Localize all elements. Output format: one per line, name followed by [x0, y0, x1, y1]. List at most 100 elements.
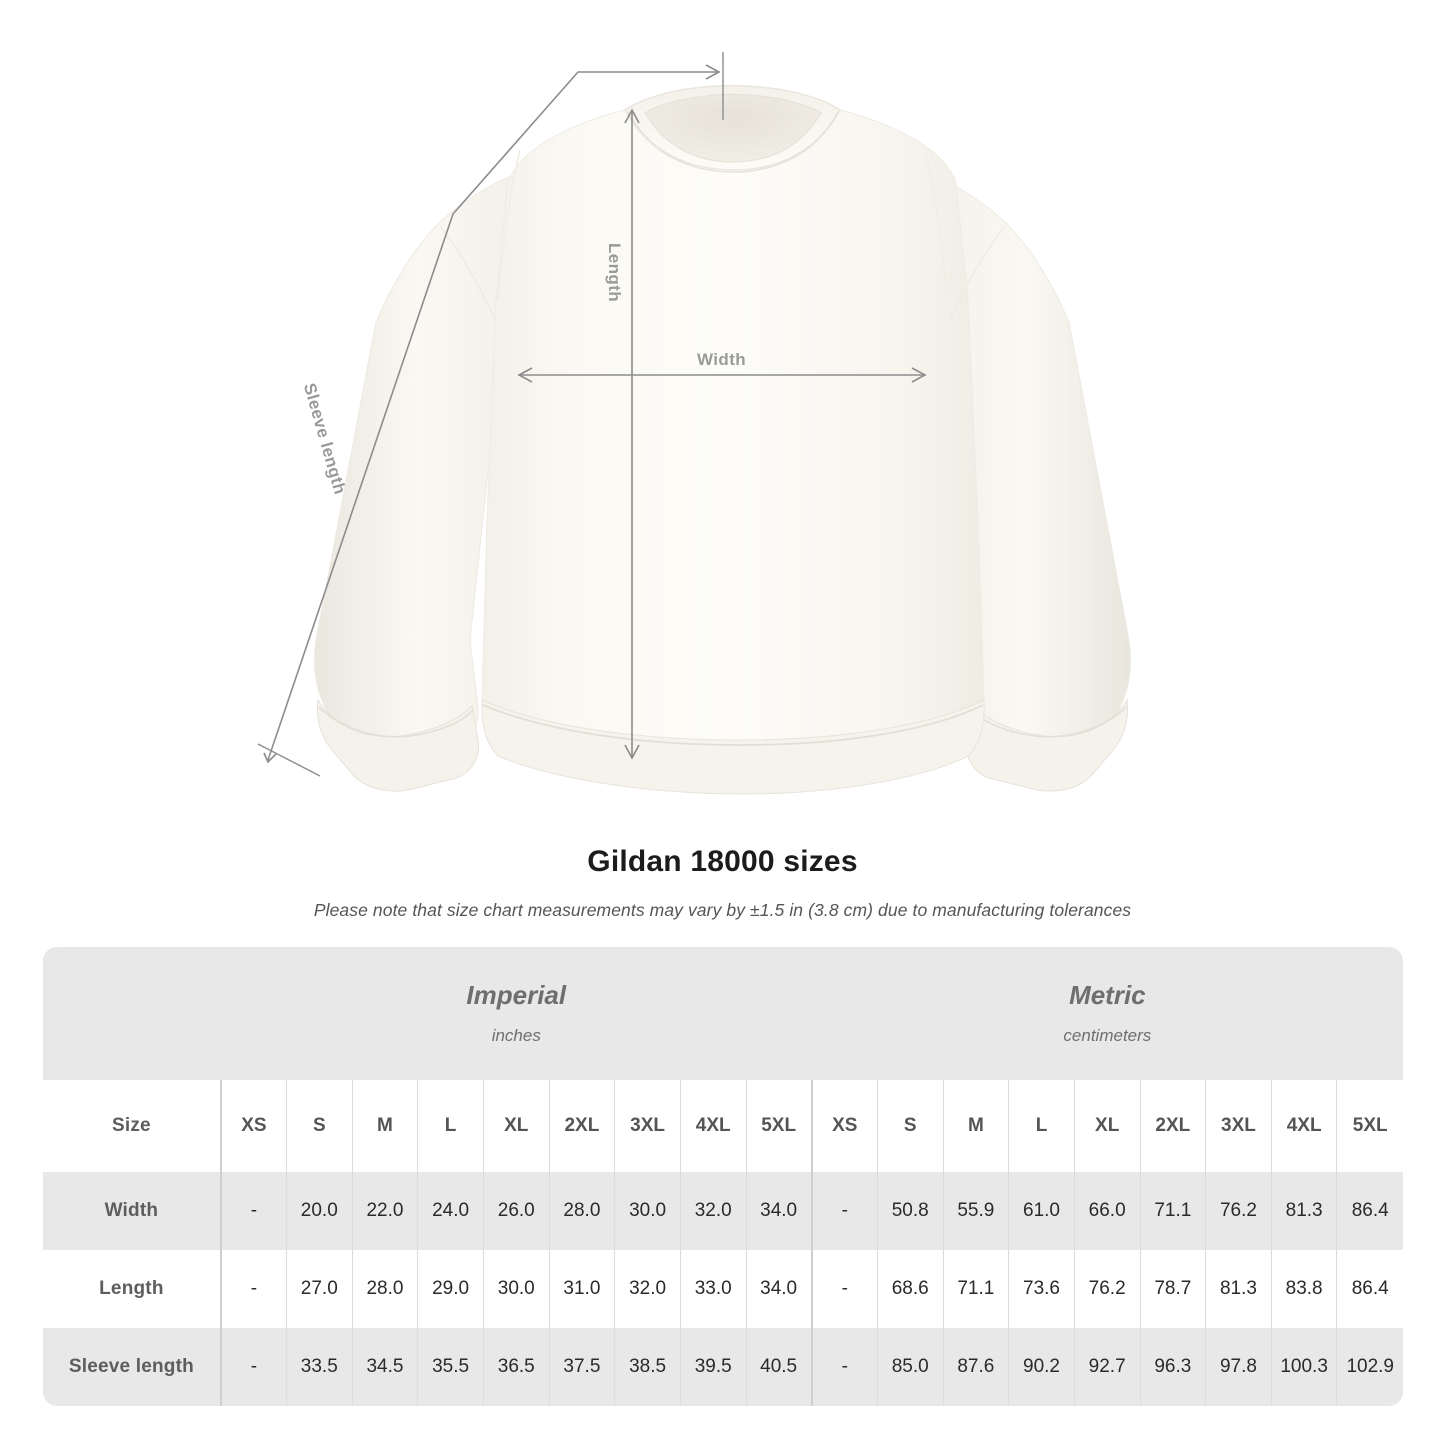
cell-length-metric-5xl: 86.4: [1336, 1250, 1403, 1328]
page-title: Gildan 18000 sizes: [587, 845, 858, 878]
cell-sleeve-metric-5xl: 102.9: [1336, 1328, 1403, 1406]
cell-sleeve-imperial-s: 33.5: [285, 1328, 353, 1406]
cell-sleeve-imperial-l: 35.5: [417, 1328, 484, 1406]
right-shoulder-seam: [924, 149, 948, 301]
size-header-imperial-2xl: 2XL: [548, 1080, 615, 1172]
unit-banner-row: Imperial inches Metric centimeters: [43, 947, 1403, 1080]
right-cuff-seam: [971, 706, 1127, 738]
metric-unit-name: Metric: [1069, 980, 1146, 1011]
row-label-sleeve-length: Sleeve length: [43, 1328, 221, 1406]
hem-seam: [482, 704, 984, 746]
table-row: Length - 27.0 28.0 29.0 30.0 31.0 32.0 3…: [43, 1250, 1403, 1328]
bottom-hem: [481, 699, 985, 795]
cell-length-metric-4xl: 83.8: [1270, 1250, 1337, 1328]
cell-sleeve-imperial-2xl: 37.5: [548, 1328, 615, 1406]
left-cuff-seam: [318, 706, 474, 738]
cell-length-metric-m: 71.1: [942, 1250, 1009, 1328]
sleeve-bottom-tick: [257, 743, 321, 777]
sweatshirt-body: [481, 109, 985, 789]
cell-length-imperial-2xl: 31.0: [548, 1250, 615, 1328]
cell-sleeve-metric-l: 90.2: [1008, 1328, 1075, 1406]
row-label-length: Length: [43, 1250, 221, 1328]
size-header-metric-s: S: [876, 1080, 944, 1172]
size-header-row: Size XS S M L XL 2XL 3XL 4XL 5XL XS S M …: [43, 1080, 1403, 1172]
left-shoulder-seam: [497, 149, 521, 301]
cell-width-imperial-m: 22.0: [351, 1172, 418, 1250]
cell-width-imperial-s: 20.0: [285, 1172, 353, 1250]
cell-width-imperial-xs: -: [219, 1172, 287, 1250]
garment-illustration: Length Width Sleeve length: [257, 52, 1131, 795]
cell-sleeve-imperial-xs: -: [219, 1328, 287, 1406]
cell-length-imperial-m: 28.0: [351, 1250, 418, 1328]
size-header-imperial-3xl: 3XL: [614, 1080, 681, 1172]
width-arrow-right: [911, 367, 927, 383]
measurement-lines: [257, 52, 927, 777]
tolerance-note: Please note that size chart measurements…: [313, 900, 1132, 920]
imperial-unit-name: Imperial: [466, 980, 567, 1011]
size-header-metric-4xl: 4XL: [1270, 1080, 1337, 1172]
cell-sleeve-imperial-4xl: 39.5: [679, 1328, 747, 1406]
table-row: Sleeve length - 33.5 34.5 35.5 36.5 37.5…: [43, 1328, 1403, 1406]
cell-width-metric-5xl: 86.4: [1336, 1172, 1403, 1250]
row-label-width: Width: [43, 1172, 221, 1250]
cell-length-metric-xl: 76.2: [1073, 1250, 1140, 1328]
size-header-metric-m: M: [942, 1080, 1009, 1172]
cell-length-imperial-3xl: 32.0: [614, 1250, 681, 1328]
cell-sleeve-metric-2xl: 96.3: [1139, 1328, 1206, 1406]
cell-width-metric-xs: -: [810, 1172, 878, 1250]
cell-length-metric-s: 68.6: [876, 1250, 944, 1328]
cell-length-metric-l: 73.6: [1008, 1250, 1075, 1328]
length-arrow-bottom: [624, 744, 640, 760]
width-arrow-left: [517, 367, 533, 383]
cell-width-metric-xl: 66.0: [1073, 1172, 1140, 1250]
size-header-imperial-4xl: 4XL: [679, 1080, 747, 1172]
cell-width-imperial-l: 24.0: [417, 1172, 484, 1250]
size-header-metric-3xl: 3XL: [1205, 1080, 1272, 1172]
unit-banner-imperial: Imperial inches: [220, 947, 812, 1080]
cell-length-metric-3xl: 81.3: [1205, 1250, 1272, 1328]
cell-width-metric-l: 61.0: [1008, 1172, 1075, 1250]
size-header-metric-l: L: [1008, 1080, 1075, 1172]
unit-banner-spacer: [43, 947, 221, 1080]
cell-sleeve-metric-xs: -: [810, 1328, 878, 1406]
table-row: Width - 20.0 22.0 24.0 26.0 28.0 30.0 32…: [43, 1172, 1403, 1250]
size-header-metric-2xl: 2XL: [1139, 1080, 1206, 1172]
cell-length-metric-xs: -: [810, 1250, 878, 1328]
size-header-metric-xl: XL: [1073, 1080, 1140, 1172]
unit-banner-metric: Metric centimeters: [811, 947, 1403, 1080]
cell-width-metric-2xl: 71.1: [1139, 1172, 1206, 1250]
cell-width-metric-s: 50.8: [876, 1172, 944, 1250]
size-header-metric-xs: XS: [810, 1080, 878, 1172]
size-header-imperial-xl: XL: [482, 1080, 550, 1172]
cell-length-metric-2xl: 78.7: [1139, 1250, 1206, 1328]
sleeve-leader-arrowhead: [705, 64, 721, 80]
cell-length-imperial-l: 29.0: [417, 1250, 484, 1328]
cell-length-imperial-xs: -: [219, 1250, 287, 1328]
cell-width-imperial-4xl: 32.0: [679, 1172, 747, 1250]
width-measurement-label: Width: [697, 350, 747, 369]
sleeve-bottom-arrowhead: [263, 752, 277, 764]
size-header-imperial-m: M: [351, 1080, 418, 1172]
cell-width-metric-m: 55.9: [942, 1172, 1009, 1250]
cell-length-imperial-s: 27.0: [285, 1250, 353, 1328]
cell-sleeve-metric-4xl: 100.3: [1270, 1328, 1337, 1406]
cell-width-metric-4xl: 81.3: [1270, 1172, 1337, 1250]
cell-sleeve-imperial-xl: 36.5: [482, 1328, 550, 1406]
cell-width-imperial-2xl: 28.0: [548, 1172, 615, 1250]
sweatshirt-diagram: [257, 52, 1131, 795]
size-header-metric-5xl: 5XL: [1336, 1080, 1403, 1172]
cell-sleeve-imperial-5xl: 40.5: [745, 1328, 812, 1406]
cell-length-imperial-5xl: 34.0: [745, 1250, 812, 1328]
cell-sleeve-metric-m: 87.6: [942, 1328, 1009, 1406]
size-header-label: Size: [43, 1080, 221, 1172]
size-header-imperial-5xl: 5XL: [745, 1080, 812, 1172]
size-chart-table: Imperial inches Metric centimeters Size …: [43, 947, 1403, 1406]
cell-width-imperial-3xl: 30.0: [614, 1172, 681, 1250]
cell-sleeve-metric-xl: 92.7: [1073, 1328, 1140, 1406]
cell-width-imperial-xl: 26.0: [482, 1172, 550, 1250]
cell-sleeve-imperial-3xl: 38.5: [614, 1328, 681, 1406]
cell-width-imperial-5xl: 34.0: [745, 1172, 812, 1250]
imperial-unit-sub: inches: [491, 1025, 541, 1045]
size-chart-table-wrapper: Imperial inches Metric centimeters Size …: [43, 947, 1403, 1406]
length-measurement-label: Length: [605, 243, 624, 303]
